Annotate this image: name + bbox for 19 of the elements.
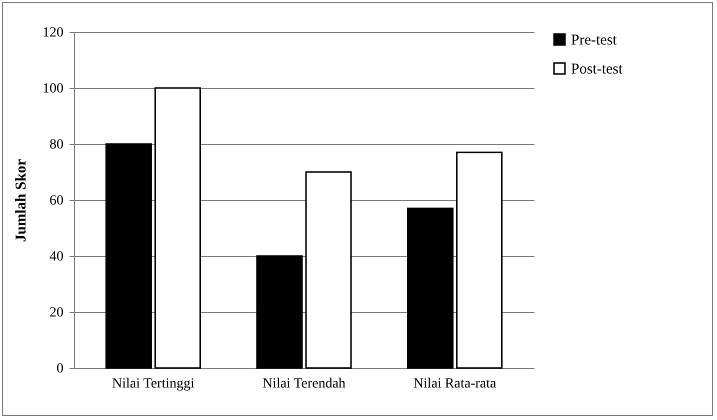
bar	[256, 255, 303, 369]
legend-label: Pre-test	[571, 32, 618, 48]
y-tick-label: 40	[50, 250, 64, 264]
bar	[105, 143, 152, 369]
bar	[456, 152, 503, 369]
y-tick-label: 0	[56, 362, 64, 376]
legend-label: Post-test	[571, 62, 624, 78]
bar	[407, 208, 454, 369]
y-axis-title: Jumlah Skor	[14, 158, 30, 242]
y-tick-label: 120	[42, 26, 64, 40]
x-tick-label: Nilai Terendah	[262, 376, 346, 392]
y-tick-label: 60	[50, 194, 64, 208]
bar	[305, 171, 352, 369]
x-tick-label: Nilai Tertinggi	[112, 376, 194, 392]
y-tick-label: 100	[42, 82, 64, 96]
y-tick-label: 80	[50, 138, 64, 152]
bar	[154, 87, 201, 369]
x-tick-label: Nilai Rata-rata	[413, 376, 497, 392]
y-tick-label: 20	[50, 306, 64, 320]
